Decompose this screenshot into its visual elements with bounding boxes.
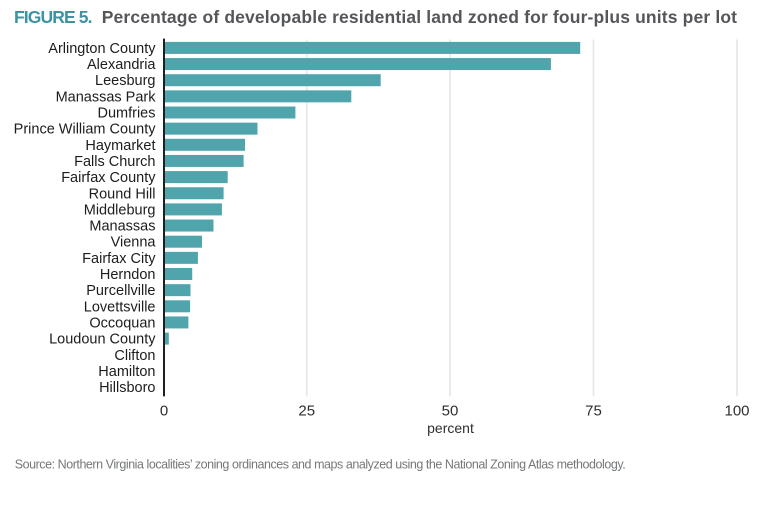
svg-text:Fairfax City: Fairfax City [82,251,156,267]
svg-text:percent: percent [427,420,474,436]
svg-text:75: 75 [585,403,602,420]
svg-text:Source: Northern Virginia loca: Source: Northern Virginia localities’ zo… [15,457,626,471]
svg-text:Alexandria: Alexandria [87,57,156,73]
svg-text:Manassas Park: Manassas Park [56,89,157,105]
svg-text:Lovettsville: Lovettsville [84,299,156,315]
svg-text:25: 25 [298,403,315,420]
svg-text:Round Hill: Round Hill [89,186,156,202]
svg-text:Herndon: Herndon [100,267,156,283]
svg-text:100: 100 [724,403,749,420]
svg-text:Falls Church: Falls Church [74,154,155,170]
svg-text:FIGURE 5.: FIGURE 5. [14,7,93,27]
svg-text:Vienna: Vienna [111,235,157,251]
svg-text:Fairfax County: Fairfax County [61,170,156,186]
svg-text:Hillsboro: Hillsboro [99,380,155,396]
svg-text:0: 0 [160,403,168,420]
svg-text:Clifton: Clifton [114,348,155,364]
svg-text:Manassas: Manassas [89,219,155,235]
svg-text:Leesburg: Leesburg [95,73,155,89]
svg-text:Occoquan: Occoquan [89,315,155,331]
svg-text:Purcellville: Purcellville [86,283,155,299]
svg-text:Prince William County: Prince William County [14,122,157,138]
svg-text:Percentage of developable resi: Percentage of developable residential la… [102,7,737,27]
svg-text:Haymarket: Haymarket [85,138,155,154]
svg-text:Arlington County: Arlington County [48,41,156,57]
svg-text:Hamilton: Hamilton [98,364,155,380]
svg-text:Dumfries: Dumfries [97,106,155,122]
svg-text:50: 50 [442,403,459,420]
svg-text:Middleburg: Middleburg [84,202,156,218]
svg-text:Loudoun County: Loudoun County [49,332,156,348]
